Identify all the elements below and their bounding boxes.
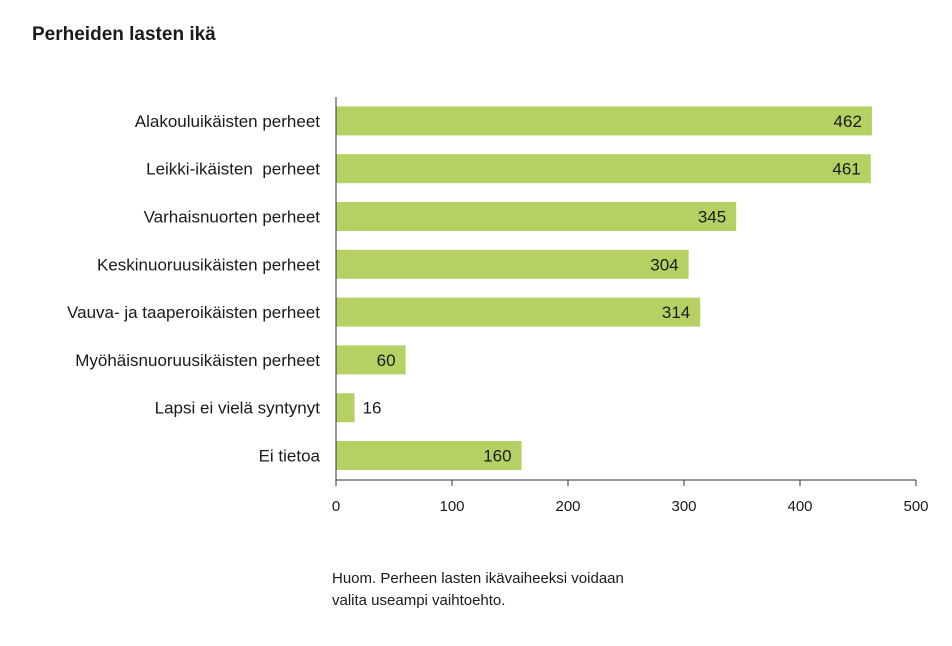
value-label-8: 160 — [483, 447, 511, 466]
value-label-5: 314 — [662, 303, 690, 322]
bar-6 — [336, 345, 406, 375]
bar-2 — [336, 154, 871, 184]
category-label-1: Alakouluikäisten perheet — [135, 112, 321, 131]
bar-1 — [336, 106, 872, 136]
x-tick-label-200: 200 — [555, 498, 580, 515]
value-label-3: 345 — [698, 208, 726, 227]
value-label-1: 462 — [834, 112, 862, 131]
chart-title: Perheiden lasten ikä — [32, 24, 216, 45]
bar-3 — [336, 202, 737, 231]
x-tick-label-0: 0 — [332, 498, 340, 515]
value-label-6: 60 — [377, 351, 396, 370]
axis-layer: 0 100 200 300 400 500 — [332, 97, 929, 515]
category-label-8: Ei tietoa — [259, 447, 321, 466]
bar-5 — [336, 297, 701, 327]
category-label-2: Leikki-ikäisten perheet — [146, 160, 320, 179]
value-label-7: 16 — [363, 399, 382, 418]
category-label-5: Vauva- ja taaperoikäisten perheet — [67, 303, 320, 322]
value-label-4: 304 — [650, 255, 678, 274]
x-tick-label-300: 300 — [671, 498, 696, 515]
note-line-1: Huom. Perheen lasten ikävaiheeksi voidaa… — [332, 570, 624, 587]
x-tick-label-500: 500 — [903, 498, 928, 515]
x-tick-label-400: 400 — [787, 498, 812, 515]
bar-7 — [336, 393, 355, 423]
x-tick-label-100: 100 — [439, 498, 464, 515]
category-label-4: Keskinuoruusikäisten perheet — [97, 255, 320, 274]
category-label-6: Myöhäisnuoruusikäisten perheet — [75, 351, 320, 370]
value-label-2: 461 — [832, 160, 860, 179]
bar-8 — [336, 441, 522, 470]
bar-4 — [336, 249, 689, 279]
chart-note: Huom. Perheen lasten ikävaiheeksi voidaa… — [332, 568, 752, 612]
category-label-7: Lapsi ei vielä syntynyt — [155, 399, 321, 418]
note-line-2: valita useampi vaihtoehto. — [332, 592, 506, 609]
category-label-3: Varhaisnuorten perheet — [144, 208, 321, 227]
bars-layer: Alakouluikäisten perheet 462 Leikki-ikäist… — [67, 106, 872, 470]
